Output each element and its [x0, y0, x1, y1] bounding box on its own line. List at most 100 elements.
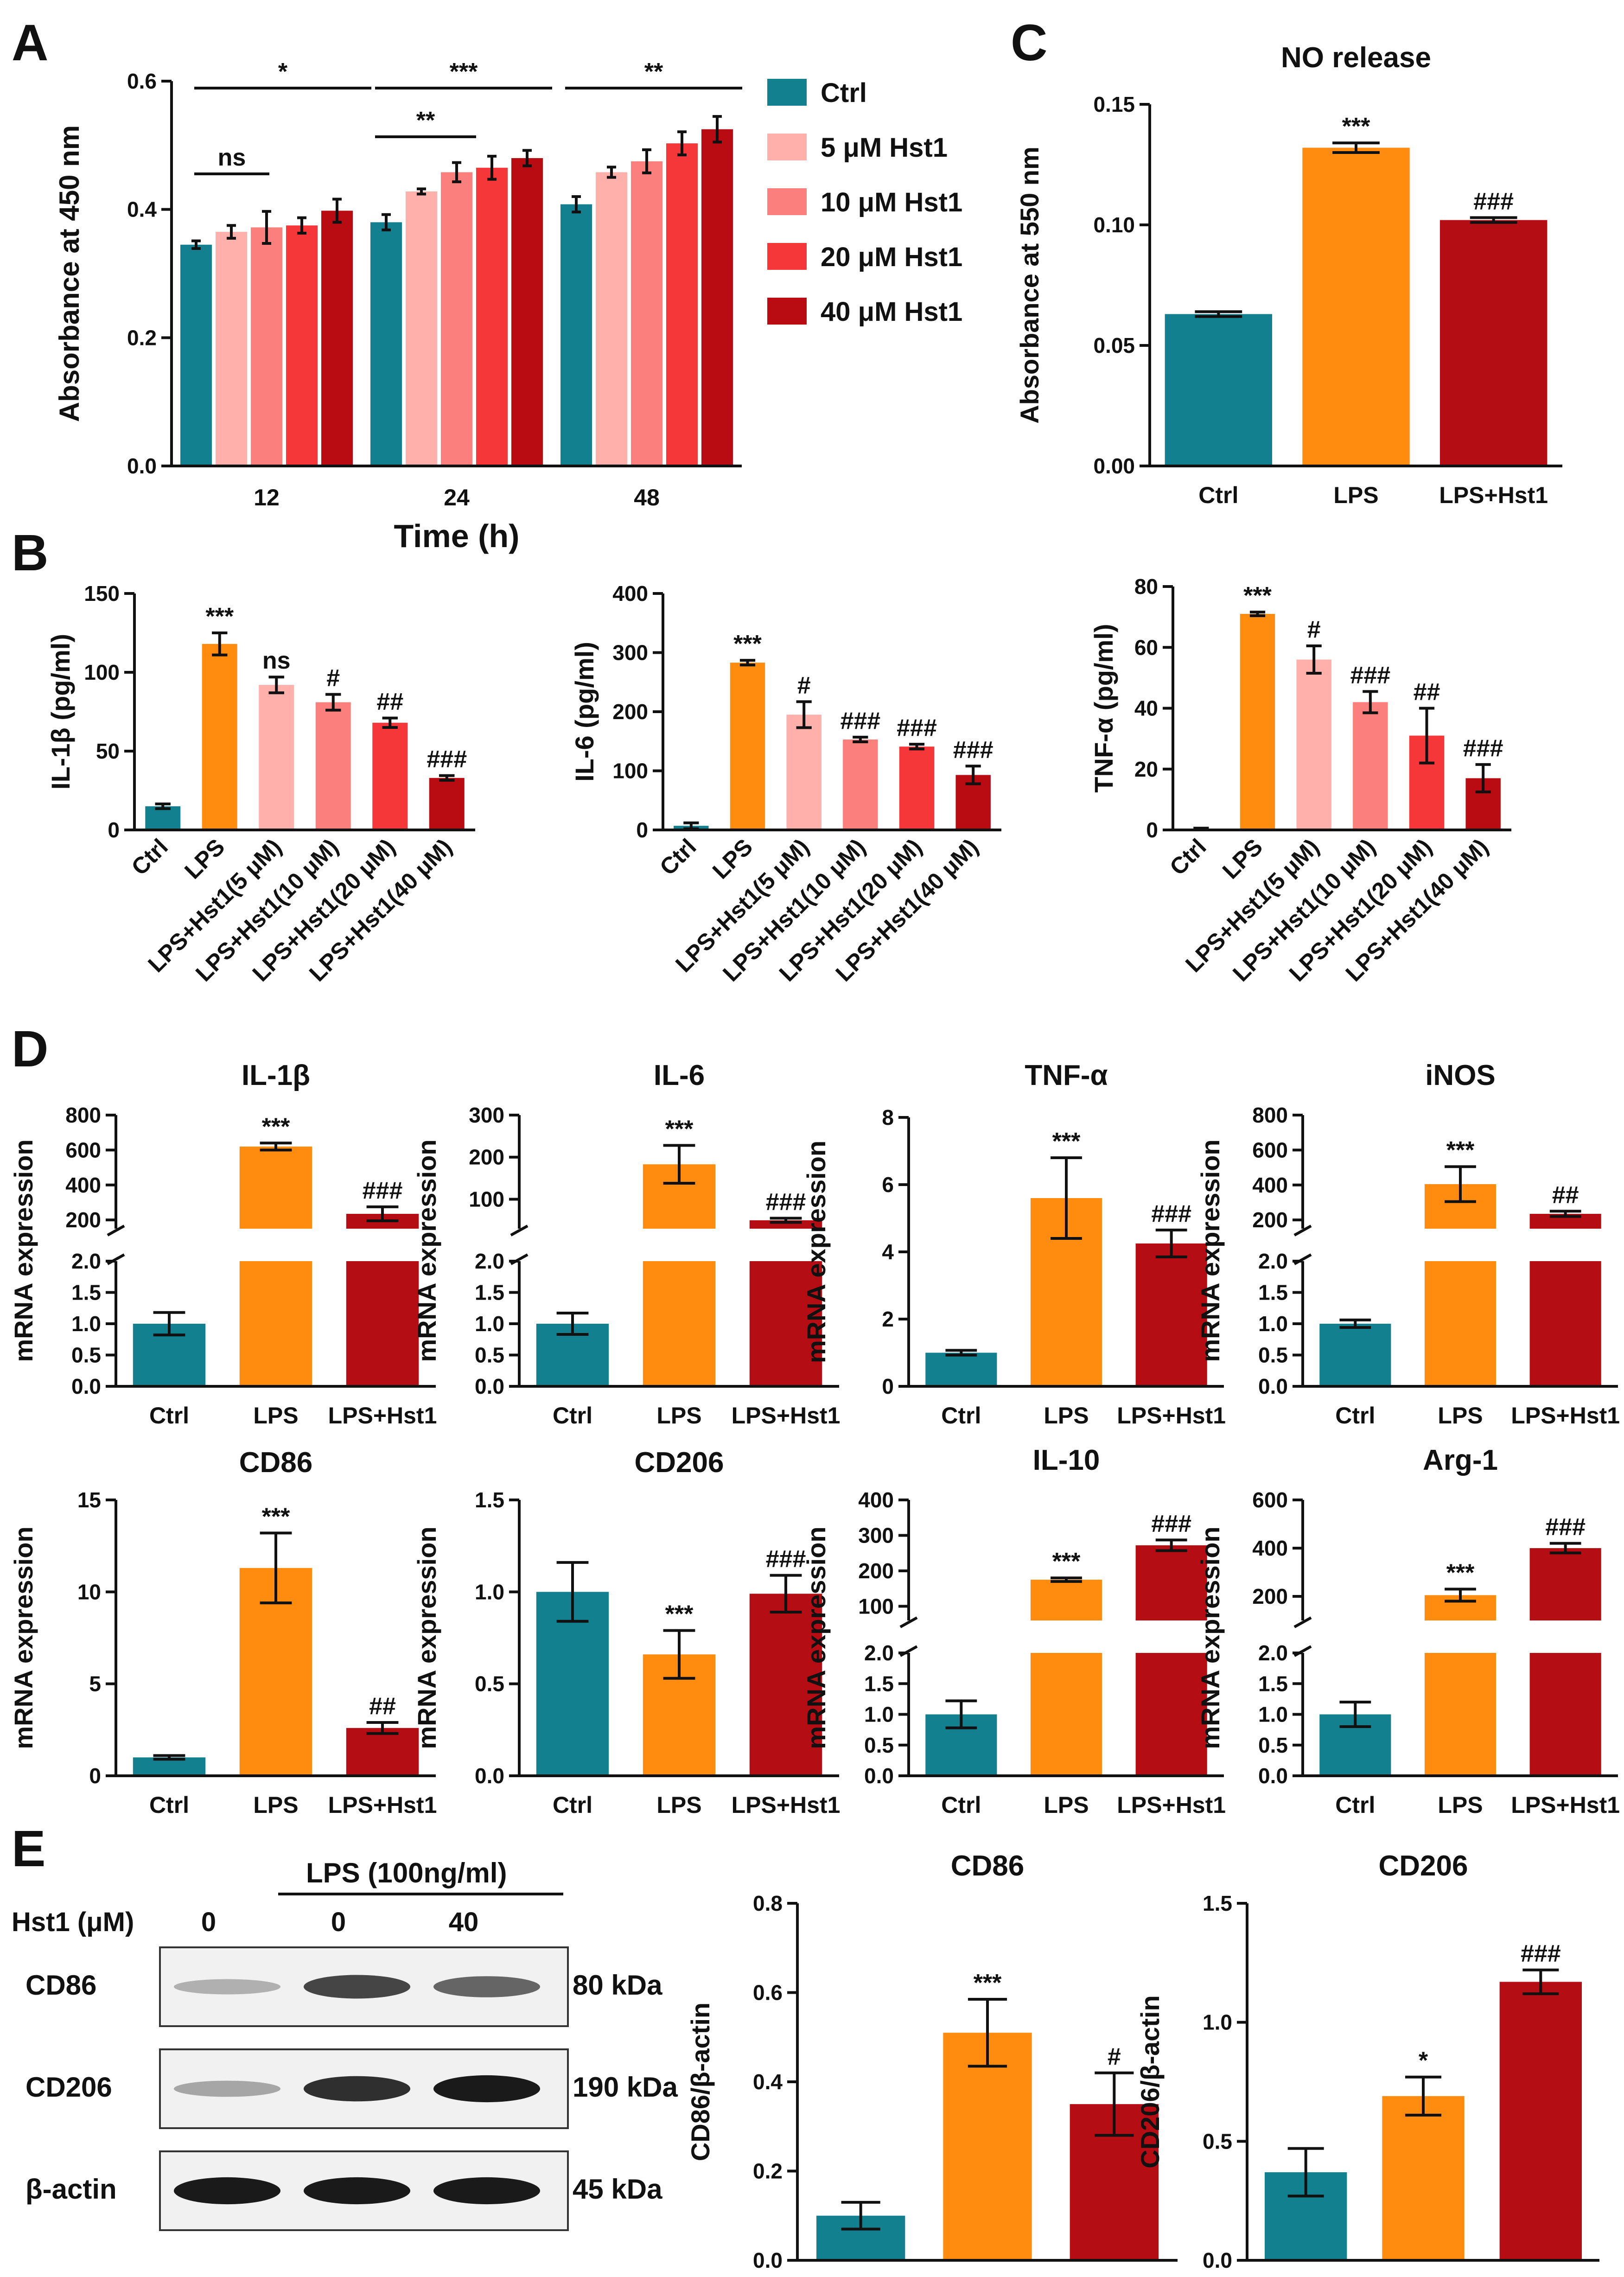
blot-treatment-label: LPS (100ng/ml)	[306, 1857, 507, 1888]
E2-bar-2	[1499, 1982, 1582, 2260]
D8-category-label: Ctrl	[1335, 1792, 1375, 1818]
A-y-tick-label: 0.6	[127, 69, 157, 93]
D8-title: Arg-1	[1423, 1444, 1498, 1476]
panel-letter-e: E	[12, 1820, 45, 1877]
blot-row-label-0: CD86	[25, 1970, 96, 2001]
D8-sig-1: ***	[1446, 1559, 1475, 1586]
D7-low-y-tick-label: 1.5	[864, 1671, 894, 1696]
B1-bar-3	[315, 702, 351, 830]
A-legend-swatch-1	[767, 134, 807, 160]
D5-category-label: LPS	[253, 1792, 298, 1818]
D6-y-tick-label: 0.0	[475, 1764, 504, 1788]
C-y-tick-label: 0.00	[1093, 454, 1135, 478]
B3-sig-5: ###	[1463, 735, 1503, 762]
E2-sig-1: *	[1419, 2047, 1428, 2074]
blot-dose-label-1: 0	[331, 1907, 346, 1937]
D5-y-tick-label: 0	[89, 1764, 101, 1788]
E2-sig-2: ###	[1521, 1940, 1561, 1967]
D7-bar-high-1	[1030, 1580, 1102, 1620]
D6-sig-1: ***	[665, 1601, 694, 1628]
A-legend-label-3: 20 μM Hst1	[821, 242, 962, 272]
A-legend-label-1: 5 μM Hst1	[821, 133, 948, 163]
D3-bar-0	[925, 1352, 997, 1386]
D8-low-y-tick-label: 0.0	[1258, 1764, 1288, 1788]
A-category-label: 48	[634, 485, 660, 510]
A-legend-swatch-2	[767, 188, 807, 215]
D6-title: CD206	[635, 1447, 724, 1479]
blot-dose-label-0: 0	[201, 1907, 216, 1937]
D7-low-y-tick-label: 0.0	[864, 1764, 894, 1788]
A-sig-label-1: *	[278, 58, 288, 85]
A-category-label: 24	[444, 485, 470, 510]
D4-sig-2: ##	[1552, 1181, 1579, 1208]
blot-band-1-2	[433, 2075, 540, 2103]
B3-y-label: TNF-α (pg/ml)	[1089, 624, 1118, 792]
D7-sig-1: ***	[1052, 1548, 1081, 1575]
blot-kda-label-2: 45 kDa	[573, 2174, 662, 2205]
D7-category-label: LPS+Hst1	[1117, 1792, 1226, 1818]
A-bar-1-1	[406, 191, 437, 466]
D3-category-label: LPS	[1044, 1403, 1089, 1429]
E1-sig-1: ***	[974, 1970, 1002, 1996]
B1-y-tick-label: 150	[84, 581, 120, 606]
D2-low-y-tick-label: 0.5	[475, 1343, 504, 1367]
D8-sig-2: ###	[1545, 1514, 1586, 1541]
D1-sig-1: ***	[262, 1113, 290, 1140]
D4-high-y-tick-label: 200	[1252, 1208, 1288, 1232]
B1-sig-3: #	[326, 665, 340, 692]
D2-high-y-tick-label: 300	[469, 1103, 504, 1127]
D3-y-tick-label: 4	[882, 1240, 894, 1264]
D1-high-y-tick-label: 600	[65, 1138, 101, 1162]
C-y-tick-label: 0.10	[1093, 213, 1135, 237]
panel-letter-c: C	[1011, 14, 1047, 71]
B2-sig-2: #	[797, 672, 811, 699]
A-legend-label-4: 40 μM Hst1	[821, 297, 962, 327]
D4-low-y-tick-label: 1.0	[1258, 1312, 1288, 1336]
blot-dose-label-2: 40	[449, 1907, 479, 1937]
C-bar-1	[1302, 147, 1410, 466]
D7-high-y-tick-label: 300	[858, 1523, 894, 1547]
D7-low-y-tick-label: 0.5	[864, 1733, 894, 1757]
D8-low-y-tick-label: 2.0	[1258, 1641, 1288, 1665]
D4-category-label: Ctrl	[1335, 1403, 1375, 1429]
B2-y-label: IL-6 (pg/ml)	[570, 642, 599, 782]
A-legend-label-2: 10 μM Hst1	[821, 187, 962, 217]
D7-low-y-tick-label: 2.0	[864, 1641, 894, 1665]
B2-y-tick-label: 100	[612, 759, 648, 783]
D4-bar-0	[1319, 1324, 1391, 1386]
E2-y-tick-label: 1.5	[1203, 1891, 1232, 1915]
D1-bar-high-1	[239, 1146, 312, 1229]
D3-y-tick-label: 8	[882, 1105, 894, 1129]
D7-bar-high-2	[1135, 1545, 1207, 1620]
D4-bar-low-2	[1529, 1261, 1601, 1386]
A-bar-0-2	[251, 227, 282, 466]
D1-bar-low-2	[346, 1261, 419, 1386]
A-bar-0-3	[286, 225, 318, 466]
D1-y-label: mRNA expression	[9, 1139, 38, 1362]
D3-category-label: LPS+Hst1	[1117, 1403, 1226, 1429]
D1-axis-break	[107, 1253, 125, 1265]
blot-kda-label-1: 190 kDa	[573, 2072, 678, 2103]
D2-category-label: LPS+Hst1	[732, 1403, 841, 1429]
B2-bar-3	[843, 739, 878, 830]
D7-y-label: mRNA expression	[802, 1526, 831, 1749]
D1-category-label: Ctrl	[149, 1403, 189, 1429]
D4-high-y-tick-label: 400	[1252, 1173, 1288, 1197]
D3-category-label: Ctrl	[941, 1403, 981, 1429]
D1-sig-2: ###	[363, 1177, 403, 1204]
A-legend-label-0: Ctrl	[821, 78, 867, 108]
D3-sig-1: ***	[1052, 1128, 1081, 1155]
A-legend-swatch-4	[767, 298, 807, 325]
E2-title: CD206	[1379, 1850, 1468, 1882]
B1-sig-1: ***	[205, 603, 234, 630]
panel-letter-b: B	[12, 524, 48, 581]
D2-sig-1: ***	[665, 1116, 694, 1142]
B2-bar-1	[730, 663, 765, 830]
B2-y-tick-label: 400	[612, 581, 648, 606]
A-legend-swatch-0	[767, 79, 807, 106]
D2-high-y-tick-label: 200	[469, 1145, 504, 1169]
B2-category-label: Ctrl	[655, 834, 701, 880]
D1-low-y-tick-label: 2.0	[71, 1249, 101, 1273]
E1-bar-1	[943, 2033, 1032, 2260]
D4-category-label: LPS	[1438, 1403, 1483, 1429]
